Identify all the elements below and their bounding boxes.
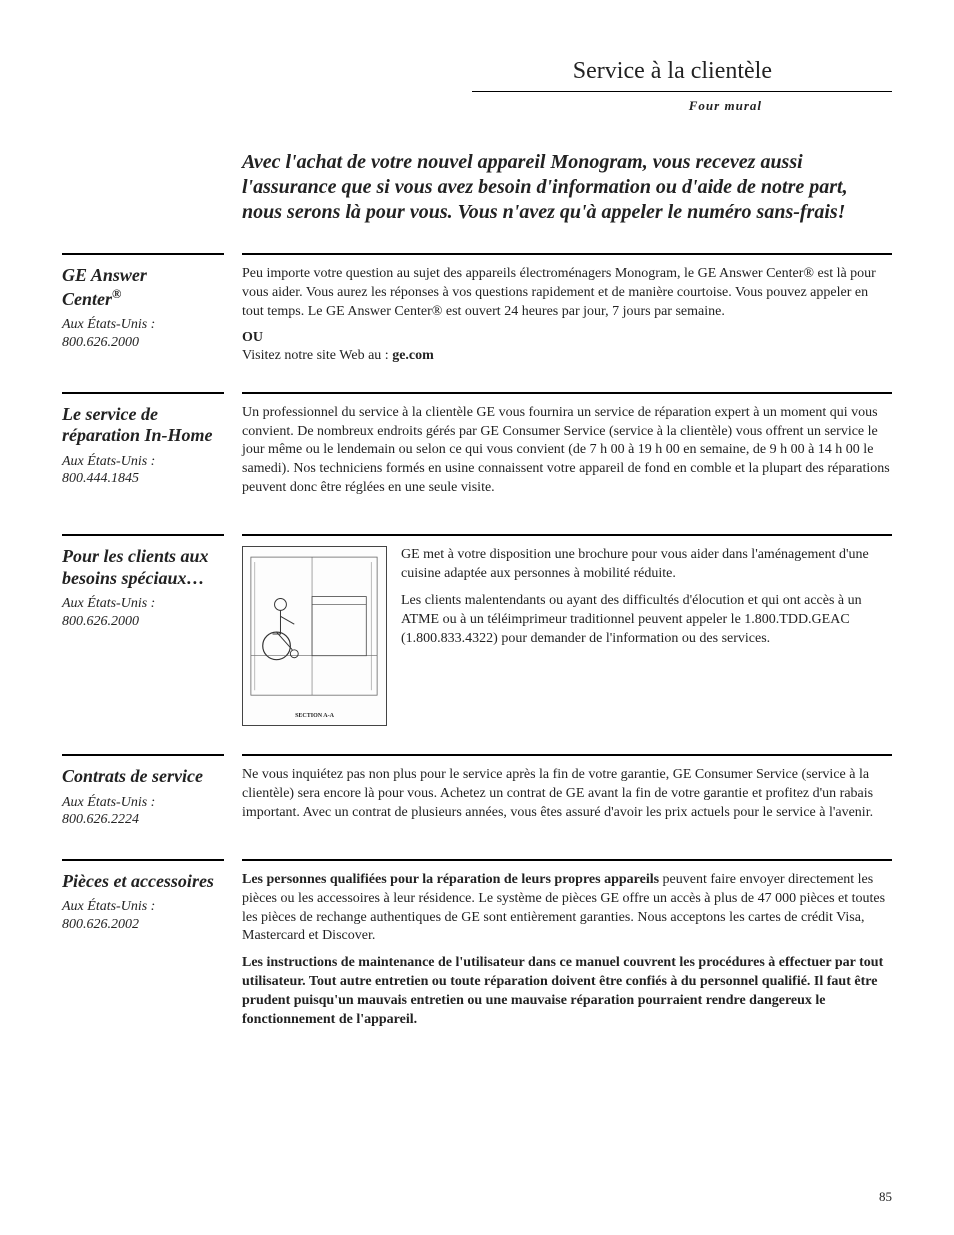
section-body-p2: Les instructions de maintenance de l'uti… [242,954,892,1030]
section-rule [242,253,892,255]
section-rule [62,253,224,255]
or-label: OU [242,330,892,346]
section-answer-center: GE Answer Center® Aux États-Unis : 800.6… [62,253,892,364]
section-special-needs: Pour les clients aux besoins spéciaux… A… [62,534,892,726]
section-contact: Aux États-Unis : 800.626.2000 [62,595,224,630]
section-contact: Aux États-Unis : 800.626.2002 [62,898,224,933]
section-body-p2: Les clients malentendants ou ayant des d… [401,592,892,649]
section-title: GE Answer Center® [62,265,224,310]
section-parts: Pièces et accessoires Aux États-Unis : 8… [62,859,892,1038]
website-line: Visitez notre site Web au : ge.com [242,348,892,364]
section-rule [242,392,892,394]
page-subtitle: Four mural [62,98,892,114]
section-body-p1: Les personnes qualifiées pour la réparat… [242,871,892,947]
section-contact: Aux États-Unis : 800.444.1845 [62,453,224,488]
diagram-caption: SECTION A-A [243,713,386,720]
section-title: Contrats de service [62,766,224,788]
accessibility-diagram: SECTION A-A [242,546,387,726]
section-rule [242,754,892,756]
section-rule [62,754,224,756]
page-number: 85 [879,1189,892,1205]
page-title: Service à la clientèle [62,58,892,85]
section-rule [62,859,224,861]
section-body-p1: GE met à votre disposition une brochure … [401,546,892,584]
section-title: Pièces et accessoires [62,871,224,893]
page-header: Service à la clientèle Four mural [62,58,892,114]
intro-text: Avec l'achat de votre nouvel appareil Mo… [242,150,892,225]
section-title: Le service de réparation In-Home [62,404,224,447]
section-body: Peu importe votre question au sujet des … [242,265,892,322]
section-contact: Aux États-Unis : 800.626.2000 [62,316,224,351]
section-contracts: Contrats de service Aux États-Unis : 800… [62,754,892,831]
title-rule [472,91,892,92]
section-rule [242,859,892,861]
website-link[interactable]: ge.com [392,348,434,363]
section-title: Pour les clients aux besoins spéciaux… [62,546,224,589]
section-contact: Aux États-Unis : 800.626.2224 [62,794,224,829]
section-rule [62,534,224,536]
section-repair: Le service de réparation In-Home Aux Éta… [62,392,892,506]
section-body: Ne vous inquiétez pas non plus pour le s… [242,766,892,823]
section-rule [242,534,892,536]
intro-block: Avec l'achat de votre nouvel appareil Mo… [242,150,892,225]
section-body: Un professionnel du service à la clientè… [242,404,892,498]
section-rule [62,392,224,394]
